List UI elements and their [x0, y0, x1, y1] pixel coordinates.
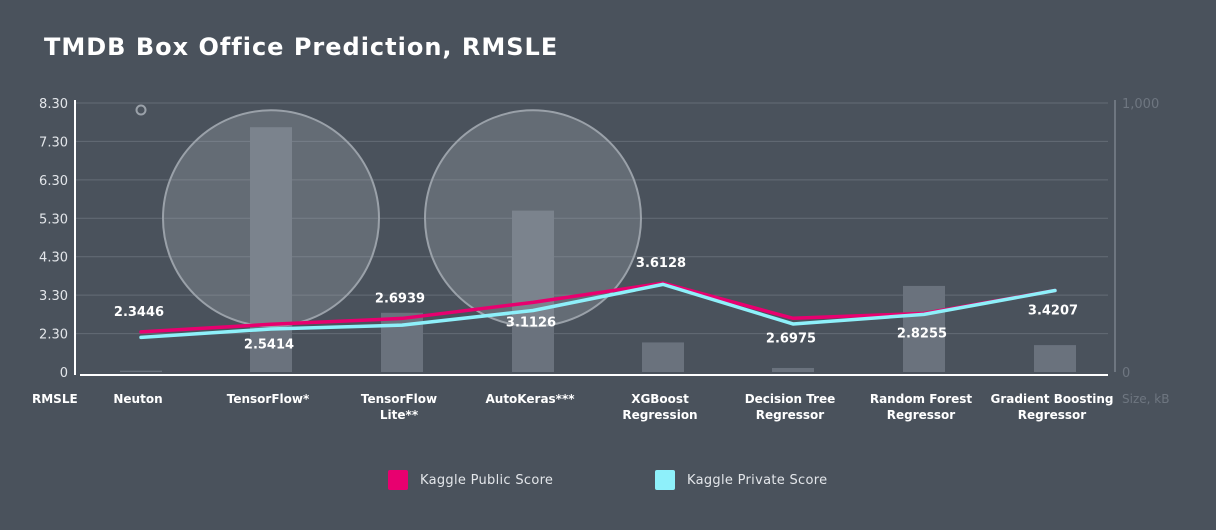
category-label: XGBoost — [631, 392, 689, 406]
data-label: 3.4207 — [1028, 304, 1078, 319]
category-label: Gradient Boosting — [991, 392, 1114, 406]
legend-label-public: Kaggle Public Score — [420, 472, 554, 488]
size-bar — [120, 370, 162, 372]
category-label: Lite** — [380, 408, 419, 422]
y-tick-label: 0 — [60, 366, 68, 381]
data-label: 3.1126 — [506, 315, 556, 330]
chart-canvas: 0 2.30 3.30 4.30 5.30 6.30 7.30 8.30 1,000 0 Size,… — [32, 97, 1169, 422]
y2-tick-label: 0 — [1122, 366, 1130, 381]
y-tick-label: 7.30 — [39, 135, 68, 150]
size-bar — [381, 312, 423, 372]
y-tick-label: 8.30 — [39, 97, 68, 112]
series-line — [139, 281, 1057, 334]
x-axis-label: RMSLE — [32, 392, 78, 406]
size-bar — [772, 367, 814, 372]
category-label: Regression — [622, 408, 697, 422]
neuton-size-marker — [135, 104, 147, 116]
category-label: AutoKeras*** — [485, 392, 575, 406]
y-tick-label: 2.30 — [39, 328, 68, 343]
y2-tick-label: 1,000 — [1122, 97, 1159, 112]
category-label: Regressor — [887, 408, 956, 422]
legend-label-private: Kaggle Private Score — [687, 472, 828, 488]
data-label: 2.6975 — [766, 331, 816, 346]
size-bubble — [424, 109, 642, 328]
data-label: 2.3446 — [114, 305, 164, 320]
series-line — [139, 282, 1057, 340]
size-bubble — [162, 109, 380, 328]
legend-item-private[interactable]: Kaggle Private Score — [655, 470, 827, 490]
data-label: 2.8255 — [897, 326, 947, 341]
y-tick-label: 6.30 — [39, 174, 68, 189]
category-label: Decision Tree — [745, 392, 836, 406]
y-tick-label: 4.30 — [39, 251, 68, 266]
data-label: 2.5414 — [244, 337, 294, 352]
data-label: 3.6128 — [636, 256, 686, 271]
chart-legend: Kaggle Public Score Kaggle Private Score — [0, 470, 1216, 494]
y-tick-label: 3.30 — [39, 289, 68, 304]
size-bar — [1034, 345, 1076, 372]
legend-item-public[interactable]: Kaggle Public Score — [388, 470, 553, 490]
y-tick-label: 5.30 — [39, 212, 68, 227]
category-label: Regressor — [1018, 408, 1087, 422]
category-label: TensorFlow — [361, 392, 437, 406]
category-label: Regressor — [756, 408, 825, 422]
size-bar — [512, 210, 554, 372]
size-bar — [642, 342, 684, 372]
chart-title: TMDB Box Office Prediction, RMSLE — [44, 33, 559, 61]
category-label: Neuton — [113, 392, 162, 406]
legend-swatch-private — [655, 470, 675, 490]
y2-axis-label: Size, kB — [1122, 392, 1169, 406]
size-bar — [903, 285, 945, 372]
category-label: TensorFlow* — [227, 392, 310, 406]
category-label: Random Forest — [870, 392, 973, 406]
data-label: 2.6939 — [375, 291, 425, 306]
legend-swatch-public — [388, 470, 408, 490]
